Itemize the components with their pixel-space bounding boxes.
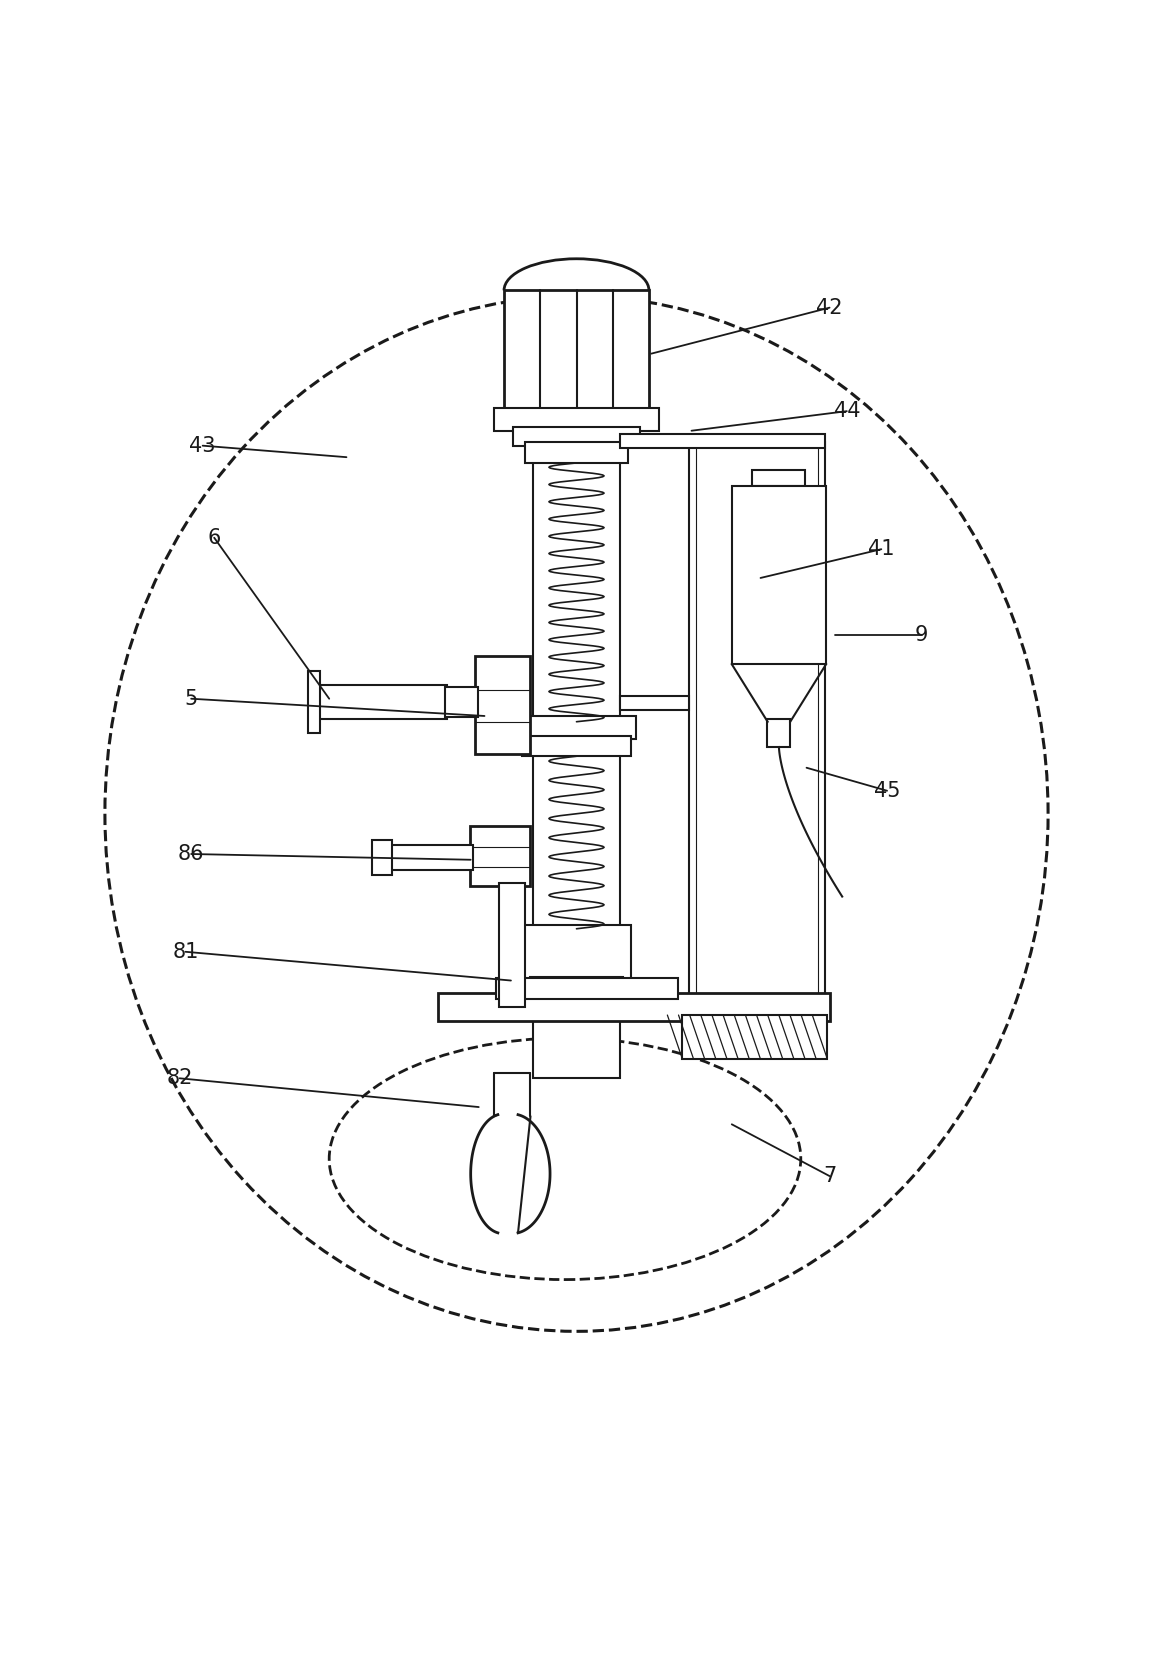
Text: 9: 9: [914, 625, 928, 645]
Bar: [445, 686, 477, 716]
Bar: [371, 841, 392, 874]
Text: 82: 82: [166, 1069, 193, 1089]
Text: 5: 5: [184, 688, 198, 708]
Bar: [504, 291, 649, 414]
Bar: [438, 994, 829, 1020]
Bar: [493, 407, 660, 430]
Text: 43: 43: [189, 435, 216, 455]
Bar: [683, 1015, 827, 1059]
Text: 42: 42: [816, 297, 843, 317]
Bar: [522, 736, 631, 756]
Bar: [522, 926, 631, 981]
Bar: [496, 979, 678, 999]
Text: 45: 45: [874, 781, 900, 801]
Bar: [530, 977, 623, 1009]
Bar: [768, 720, 791, 746]
Bar: [469, 826, 530, 886]
Bar: [753, 470, 806, 485]
Bar: [475, 656, 530, 755]
Bar: [525, 442, 628, 464]
Bar: [309, 671, 321, 733]
Text: 41: 41: [868, 538, 895, 558]
Bar: [315, 685, 446, 720]
Bar: [513, 427, 640, 445]
Bar: [499, 883, 525, 1007]
Text: 86: 86: [178, 844, 204, 864]
Text: 81: 81: [172, 942, 198, 962]
Text: 6: 6: [208, 529, 221, 548]
Text: 44: 44: [834, 401, 860, 420]
Bar: [620, 434, 824, 449]
Bar: [390, 844, 473, 871]
Bar: [689, 442, 824, 997]
Bar: [446, 695, 462, 710]
Bar: [533, 1007, 620, 1079]
Bar: [620, 696, 689, 710]
Bar: [732, 485, 826, 665]
Bar: [517, 716, 636, 740]
Text: 7: 7: [823, 1167, 836, 1187]
